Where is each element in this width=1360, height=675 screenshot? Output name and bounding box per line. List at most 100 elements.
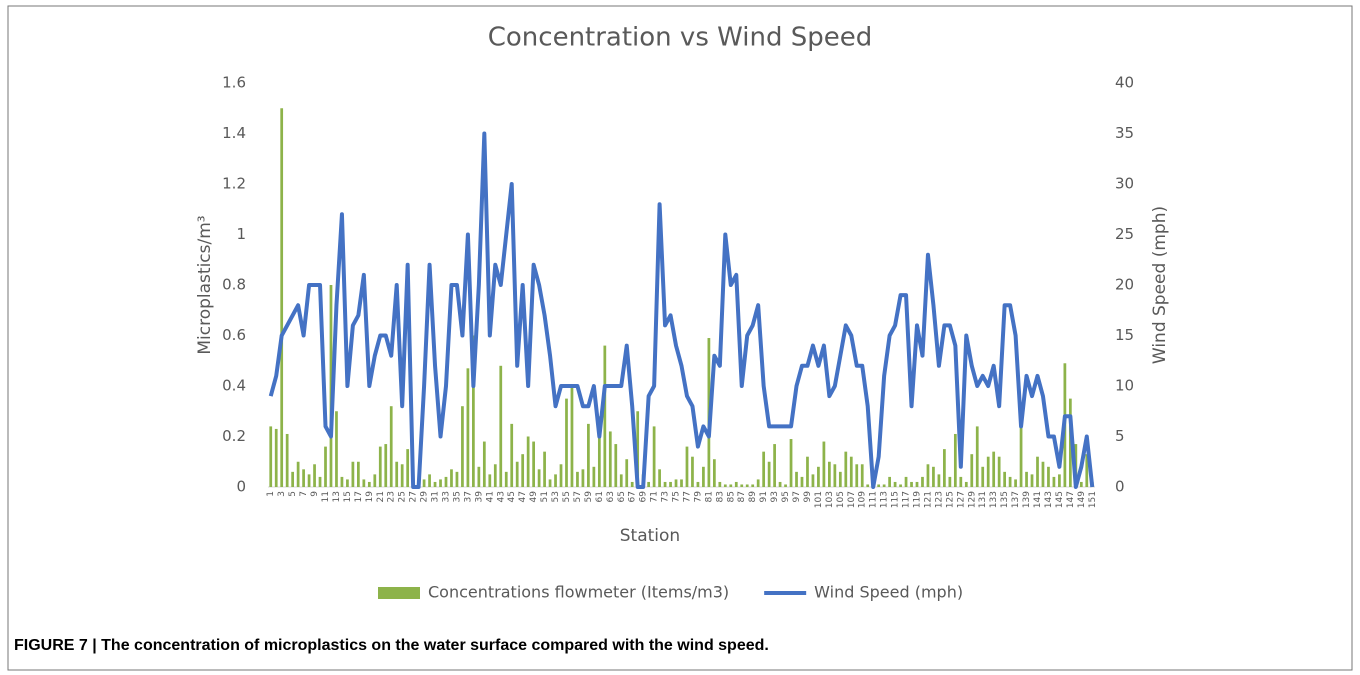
bar <box>767 461 771 487</box>
bar <box>778 481 782 487</box>
x-tick-label: 41 <box>485 491 495 502</box>
x-tick-label: 89 <box>748 491 758 503</box>
x-tick-label: 45 <box>507 491 517 502</box>
x-tick-label: 121 <box>923 491 933 508</box>
y-tick-label: 1.2 <box>222 175 246 193</box>
bar <box>581 469 585 487</box>
x-tick-label: 111 <box>869 491 879 508</box>
bar <box>789 439 793 487</box>
x-tick-label: 17 <box>354 491 364 502</box>
bar <box>723 484 727 487</box>
x-tick-label: 79 <box>693 491 703 503</box>
bar <box>307 474 311 487</box>
chart-title: Concentration vs Wind Speed <box>488 23 873 53</box>
bar <box>888 476 891 487</box>
bar <box>400 464 404 487</box>
bar <box>849 456 853 487</box>
caption: FIGURE 7 | The concentration of micropla… <box>14 637 769 654</box>
x-tick-label: 51 <box>540 491 550 502</box>
bar <box>554 474 557 487</box>
x-tick-label: 119 <box>913 491 923 508</box>
bar <box>285 433 289 487</box>
bar <box>619 474 623 487</box>
x-tick-label: 99 <box>803 491 813 503</box>
bar <box>603 345 607 487</box>
x-tick-label: 105 <box>836 491 846 508</box>
bar <box>718 481 722 487</box>
bar <box>302 469 305 487</box>
x-tick-label: 37 <box>463 491 473 502</box>
bar <box>532 441 535 487</box>
bar <box>855 464 859 487</box>
bar <box>926 464 930 487</box>
bar <box>346 479 349 487</box>
bar <box>1079 481 1083 487</box>
x-tick-label: 145 <box>1055 491 1065 508</box>
x-tick-label: 133 <box>989 491 999 508</box>
x-tick-label: 87 <box>737 491 747 502</box>
y2-tick-label: 5 <box>1115 427 1125 445</box>
bar <box>324 446 327 487</box>
bar <box>696 481 700 487</box>
y2-tick-label: 10 <box>1115 377 1134 395</box>
x-tick-label: 147 <box>1066 491 1076 508</box>
bar <box>515 461 519 487</box>
bar <box>280 108 284 487</box>
x-tick-label: 35 <box>452 491 462 502</box>
bar <box>860 464 864 487</box>
bar <box>630 481 634 487</box>
x-tick-label: 69 <box>639 491 649 503</box>
bar <box>597 416 601 487</box>
bar <box>975 426 979 487</box>
x-tick-label: 93 <box>770 491 780 502</box>
x-tick-label: 21 <box>376 491 386 502</box>
x-tick-label: 13 <box>332 491 342 502</box>
x-tick-label: 107 <box>847 491 857 508</box>
y-tick-label: 0.2 <box>222 427 246 445</box>
y2-tick-label: 30 <box>1115 175 1134 193</box>
x-tick-label: 83 <box>715 491 725 502</box>
y2-tick-label: 0 <box>1115 478 1125 496</box>
bar <box>899 484 902 487</box>
bar <box>493 464 497 487</box>
bar <box>291 471 295 487</box>
x-tick-label: 47 <box>518 491 528 502</box>
x-tick-label: 61 <box>595 491 605 502</box>
x-tick-label: 127 <box>956 491 966 508</box>
bar <box>1008 476 1012 487</box>
bar <box>986 456 990 487</box>
bar <box>964 481 968 487</box>
bar <box>844 451 848 487</box>
bar <box>1068 398 1072 487</box>
y-tick-label: 1.4 <box>222 124 246 142</box>
x-tick-label: 115 <box>891 491 901 508</box>
bar <box>833 464 837 487</box>
x-tick-label: 23 <box>387 491 397 502</box>
bar <box>970 454 974 487</box>
bar <box>921 476 924 487</box>
x-tick-label: 143 <box>1044 491 1054 508</box>
x-tick-label: 101 <box>814 491 824 508</box>
x-tick-label: 85 <box>726 491 736 502</box>
y2-axis-label: Wind Speed (mph) <box>1150 206 1170 364</box>
y2-tick-label: 35 <box>1115 124 1134 142</box>
bar <box>406 449 410 487</box>
bar <box>504 471 508 487</box>
x-tick-label: 33 <box>441 491 451 502</box>
bar <box>296 461 300 487</box>
bar <box>893 481 897 487</box>
bar <box>1025 471 1028 487</box>
bar <box>1052 476 1056 487</box>
x-tick-label: 97 <box>792 491 802 502</box>
bar <box>943 449 946 487</box>
bar <box>882 484 886 487</box>
x-tick-label: 27 <box>409 491 419 502</box>
x-tick-label: 59 <box>584 491 594 503</box>
bar <box>948 476 952 487</box>
bar <box>904 476 908 487</box>
bar <box>378 446 382 487</box>
x-tick-label: 139 <box>1022 491 1032 508</box>
x-tick-label: 71 <box>650 491 660 502</box>
x-tick-label: 15 <box>343 491 353 502</box>
bar <box>937 474 941 487</box>
